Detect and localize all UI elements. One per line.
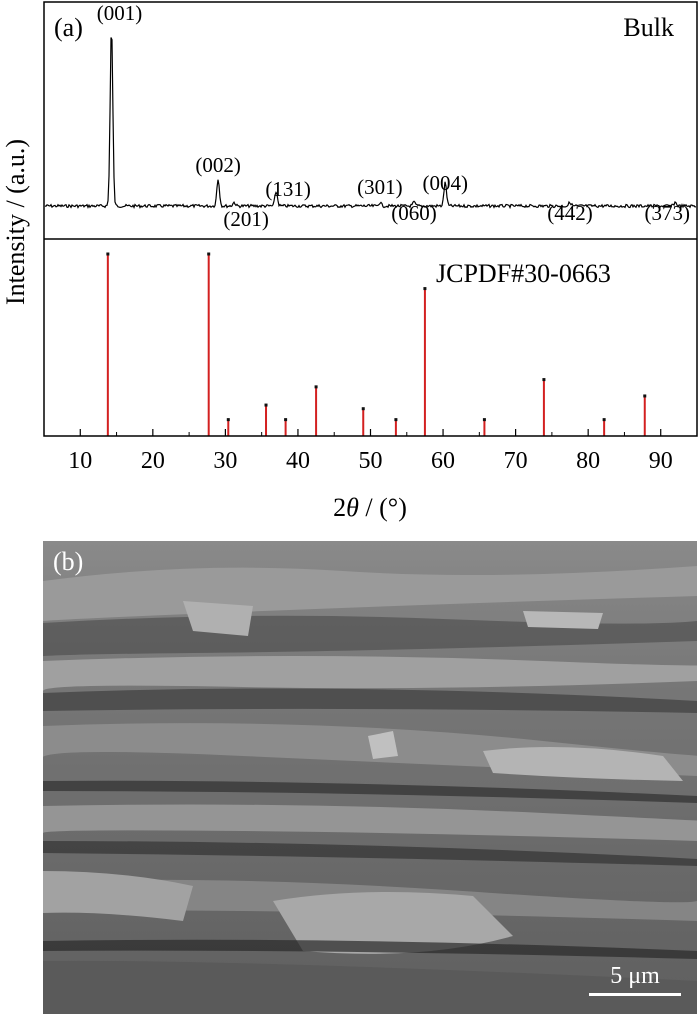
reference-line-cap [106, 252, 110, 256]
peak-label: (131) [265, 177, 311, 201]
reference-line-cap [284, 418, 288, 422]
plot-frame [43, 1, 698, 437]
reference-line-cap [602, 418, 606, 422]
tick-marks [43, 429, 698, 436]
peak-label: (201) [223, 207, 269, 231]
reference-lines [106, 252, 647, 436]
x-tick-label: 60 [431, 448, 455, 474]
reference-line-cap [643, 394, 647, 398]
reference-line-cap [482, 418, 486, 422]
sem-image: (b) 5 μm [43, 541, 697, 1014]
panel-label-a: (a) [54, 13, 83, 42]
scale-bar: 5 μm [589, 963, 681, 996]
scale-bar-line [589, 993, 681, 996]
y-axis-label: Intensity / (a.u.) [1, 139, 30, 305]
scale-bar-label: 5 μm [610, 963, 660, 989]
peak-label: (001) [97, 1, 143, 25]
x-tick-label: 30 [213, 448, 237, 474]
peak-label: (442) [547, 201, 593, 225]
reference-line-cap [207, 252, 211, 256]
reference-line-cap [542, 378, 546, 382]
x-tick-label: 50 [359, 448, 383, 474]
peak-label: (002) [195, 153, 241, 177]
peak-label: (060) [391, 201, 437, 225]
peak-label: (301) [357, 175, 403, 199]
xrd-chart: (001) (002) (201) (131) (301)(060) (004) (442)… [1, 1, 698, 522]
x-tick-labels: 10 20 30 40 50 60 70 80 90 [68, 448, 672, 474]
peak-label: (373) [644, 201, 690, 225]
reference-line-cap [423, 287, 427, 291]
reference-label: JCPDF#30-0663 [436, 259, 611, 288]
x-tick-label: 90 [649, 448, 673, 474]
x-tick-label: 70 [504, 448, 528, 474]
x-tick-label: 10 [68, 448, 92, 474]
x-axis-label: 2θ / (°) [333, 493, 407, 522]
x-tick-label: 20 [141, 448, 165, 474]
sample-label: Bulk [623, 13, 674, 42]
panel-label-b: (b) [53, 547, 84, 576]
reference-line-cap [361, 407, 365, 411]
reference-line-cap [264, 403, 268, 407]
peak-label: (004) [422, 171, 468, 195]
xrd-pattern-line [44, 37, 697, 210]
x-tick-label: 80 [576, 448, 600, 474]
peak-labels: (001) (002) (201) (131) (301)(060) (004) (442)… [97, 1, 690, 231]
reference-line-cap [314, 385, 318, 389]
reference-line-cap [226, 418, 230, 422]
reference-line-cap [394, 418, 398, 422]
x-tick-label: 40 [286, 448, 310, 474]
